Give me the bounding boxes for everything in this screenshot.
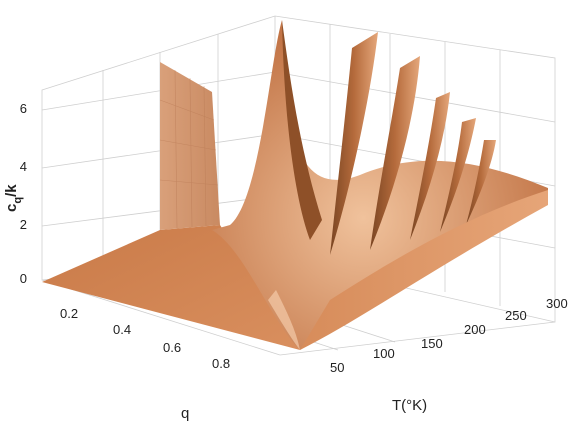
z-label-sub: q xyxy=(12,197,24,204)
surface-wall xyxy=(160,62,220,230)
ridge-5 xyxy=(440,118,476,232)
ridge-4 xyxy=(410,92,450,240)
t-tick-150: 150 xyxy=(421,336,443,351)
surface-valley xyxy=(212,20,548,350)
t-tick-250: 250 xyxy=(505,308,527,323)
t-tick-50: 50 xyxy=(330,360,344,375)
ridge-1 xyxy=(282,20,322,240)
t-axis-label: T(°K) xyxy=(392,397,427,414)
z-axis: 6 4 2 0 cq/k xyxy=(3,101,27,286)
t-tick-300: 300 xyxy=(546,296,568,311)
z-axis-label: cq/k xyxy=(3,184,24,212)
t-tick-200: 200 xyxy=(464,322,486,337)
svg-text:cq/k: cq/k xyxy=(3,184,24,212)
surface xyxy=(42,20,548,350)
z-tick-2: 2 xyxy=(20,217,27,232)
z-label-tail: /k xyxy=(3,184,20,197)
ridge-6 xyxy=(466,140,496,225)
t-axis: 50 100 150 200 250 300 T(°K) xyxy=(330,296,568,414)
surface-right-slope xyxy=(300,190,548,350)
wall-texture xyxy=(159,69,219,229)
q-tick-0.4: 0.4 xyxy=(113,322,131,337)
z-tick-6: 6 xyxy=(20,101,27,116)
q-axis-label: q xyxy=(181,405,189,422)
z-tick-0: 0 xyxy=(20,271,27,286)
z-tick-4: 4 xyxy=(20,159,27,174)
z-label-main: c xyxy=(3,204,20,212)
q-tick-0.2: 0.2 xyxy=(60,306,78,321)
ridge-3 xyxy=(370,56,420,250)
surface-floor xyxy=(42,225,300,350)
q-tick-0.8: 0.8 xyxy=(212,356,230,371)
q-tick-0.6: 0.6 xyxy=(163,340,181,355)
surface-valley-highlight xyxy=(268,290,300,350)
q-axis: 0.2 0.4 0.6 0.8 q xyxy=(60,306,230,422)
t-tick-100: 100 xyxy=(373,346,395,361)
ridge-2 xyxy=(330,32,378,255)
